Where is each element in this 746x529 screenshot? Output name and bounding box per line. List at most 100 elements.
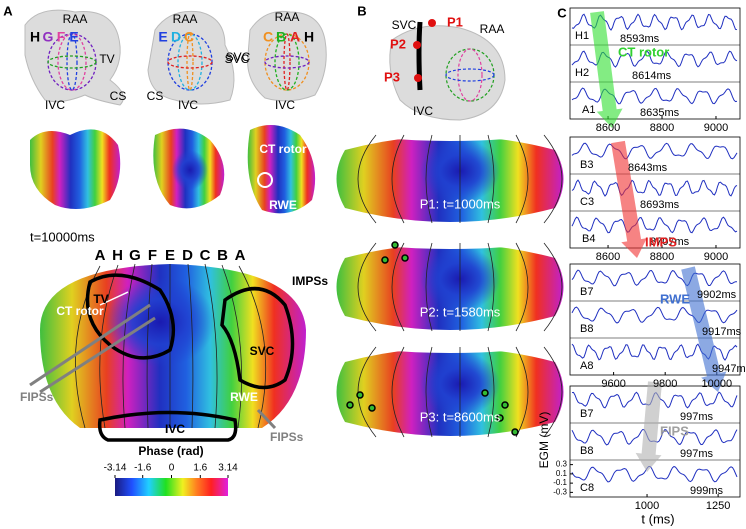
- panel-b-shapes: [337, 19, 564, 437]
- page: { "panel_a": { "label": "A", "view1": {"…: [0, 0, 746, 529]
- label: CT rotor: [618, 44, 669, 59]
- label: B: [357, 3, 366, 18]
- label: SVC: [250, 344, 275, 358]
- site-marker: [414, 74, 422, 82]
- pivot-marker: [502, 402, 508, 408]
- colorbar-tick-label: 3.14: [218, 463, 238, 474]
- meridian-letter: A: [235, 247, 246, 264]
- colorbar: [115, 478, 228, 496]
- meridian-letter: H: [30, 29, 40, 45]
- meridian-letter: D: [182, 247, 193, 264]
- x-tick-label: 1000: [635, 500, 659, 512]
- y-tick-label: -0.1: [553, 478, 567, 487]
- label: RAA: [480, 22, 505, 36]
- label: t=10000ms: [30, 229, 95, 244]
- activation-time: 8593ms: [620, 33, 660, 45]
- colorbar-tick-label: -1.6: [134, 463, 152, 474]
- colorbar-tick-label: 0: [169, 463, 175, 474]
- meridian-letter: E: [165, 247, 175, 264]
- label: Phase (rad): [138, 444, 203, 458]
- electrode-label: B7: [580, 408, 593, 420]
- label: RWE: [230, 390, 258, 404]
- phase-atrium: [30, 129, 120, 209]
- meridian-letter: G: [129, 247, 141, 264]
- x-axis-label: t (ms): [641, 511, 674, 526]
- wave-arrow: [636, 381, 662, 472]
- electrode-label: B7: [580, 286, 593, 298]
- y-tick-label: 0.3: [556, 460, 568, 469]
- label: FIPS: [660, 423, 689, 438]
- electrode-label: C8: [580, 482, 594, 494]
- pivot-marker: [512, 429, 518, 435]
- electrode-label: H2: [575, 67, 589, 79]
- label: FIPSs: [270, 430, 304, 444]
- site-marker: [428, 19, 436, 27]
- egm-trace: [572, 307, 737, 323]
- meridian-letter: B: [217, 247, 228, 264]
- meridian-letter: C: [263, 29, 273, 45]
- label: FIPSs: [20, 390, 54, 404]
- label: CT rotor: [259, 142, 307, 156]
- site-label: P2: [390, 36, 406, 51]
- label: IVC: [165, 422, 185, 436]
- pivot-marker: [402, 255, 408, 261]
- egm-trace: [572, 143, 737, 159]
- x-tick-label: 9600: [601, 378, 625, 390]
- electrode-label: H1: [575, 30, 589, 42]
- site-label: P1: [447, 14, 463, 29]
- x-tick-label: 9800: [653, 378, 677, 390]
- label: RAA: [275, 10, 300, 24]
- meridian-letter: F: [148, 247, 157, 264]
- electrode-label: B8: [580, 445, 593, 457]
- label: RWE: [660, 291, 690, 306]
- label: CT rotor: [56, 304, 104, 318]
- label: IMPS: [645, 234, 677, 249]
- x-tick-label: 9000: [704, 122, 728, 134]
- meridian-letter: H: [112, 247, 123, 264]
- label: TV: [93, 292, 108, 306]
- meridian-letter: A: [95, 247, 106, 264]
- pivot-marker: [369, 405, 375, 411]
- colorbar-tick-label: -3.14: [104, 463, 127, 474]
- electrode-label: A1: [582, 104, 595, 116]
- x-tick-label: 8600: [596, 251, 620, 263]
- meridian-letter: C: [184, 29, 194, 45]
- meridian-letter: E: [69, 29, 78, 45]
- label: SVC: [226, 50, 251, 64]
- egm-trace: [572, 180, 737, 196]
- x-tick-label: 1250: [706, 500, 730, 512]
- site-label: P3: [384, 69, 400, 84]
- egm-trace: [572, 88, 737, 104]
- phase-core: [172, 150, 208, 190]
- pivot-marker: [482, 390, 488, 396]
- pivot-marker: [382, 257, 388, 263]
- x-tick-label: 8800: [650, 122, 674, 134]
- meridian-letter: A: [290, 29, 300, 45]
- meridian-letter: D: [171, 29, 181, 45]
- activation-time: 8693ms: [640, 199, 680, 211]
- activation-time: 9917ms: [702, 326, 742, 338]
- y-axis-label: EGM (mV): [537, 412, 551, 469]
- electrode-label: B4: [582, 233, 595, 245]
- label: IVC: [45, 98, 65, 112]
- electrode-label: C3: [580, 196, 594, 208]
- map-time: P1: t=1000ms: [420, 196, 501, 211]
- activation-time: 999ms: [690, 485, 724, 497]
- pivot-marker: [347, 402, 353, 408]
- label: RAA: [173, 12, 198, 26]
- label: A: [3, 3, 13, 18]
- map-top: [372, 342, 528, 354]
- site-marker: [413, 41, 421, 49]
- label: IMPSs: [292, 274, 328, 288]
- activation-time: 8643ms: [628, 162, 668, 174]
- y-tick-label: -0.3: [553, 487, 567, 496]
- pivot-marker: [392, 242, 398, 248]
- electrode-label: B3: [580, 159, 593, 171]
- map-time: P2: t=1580ms: [420, 304, 501, 319]
- label: RAA: [63, 12, 88, 26]
- label: C: [557, 5, 567, 20]
- activation-time: 8635ms: [640, 107, 680, 119]
- electrode-label: B8: [580, 323, 593, 335]
- activation-time: 9902ms: [697, 289, 737, 301]
- activation-time: 997ms: [680, 411, 714, 423]
